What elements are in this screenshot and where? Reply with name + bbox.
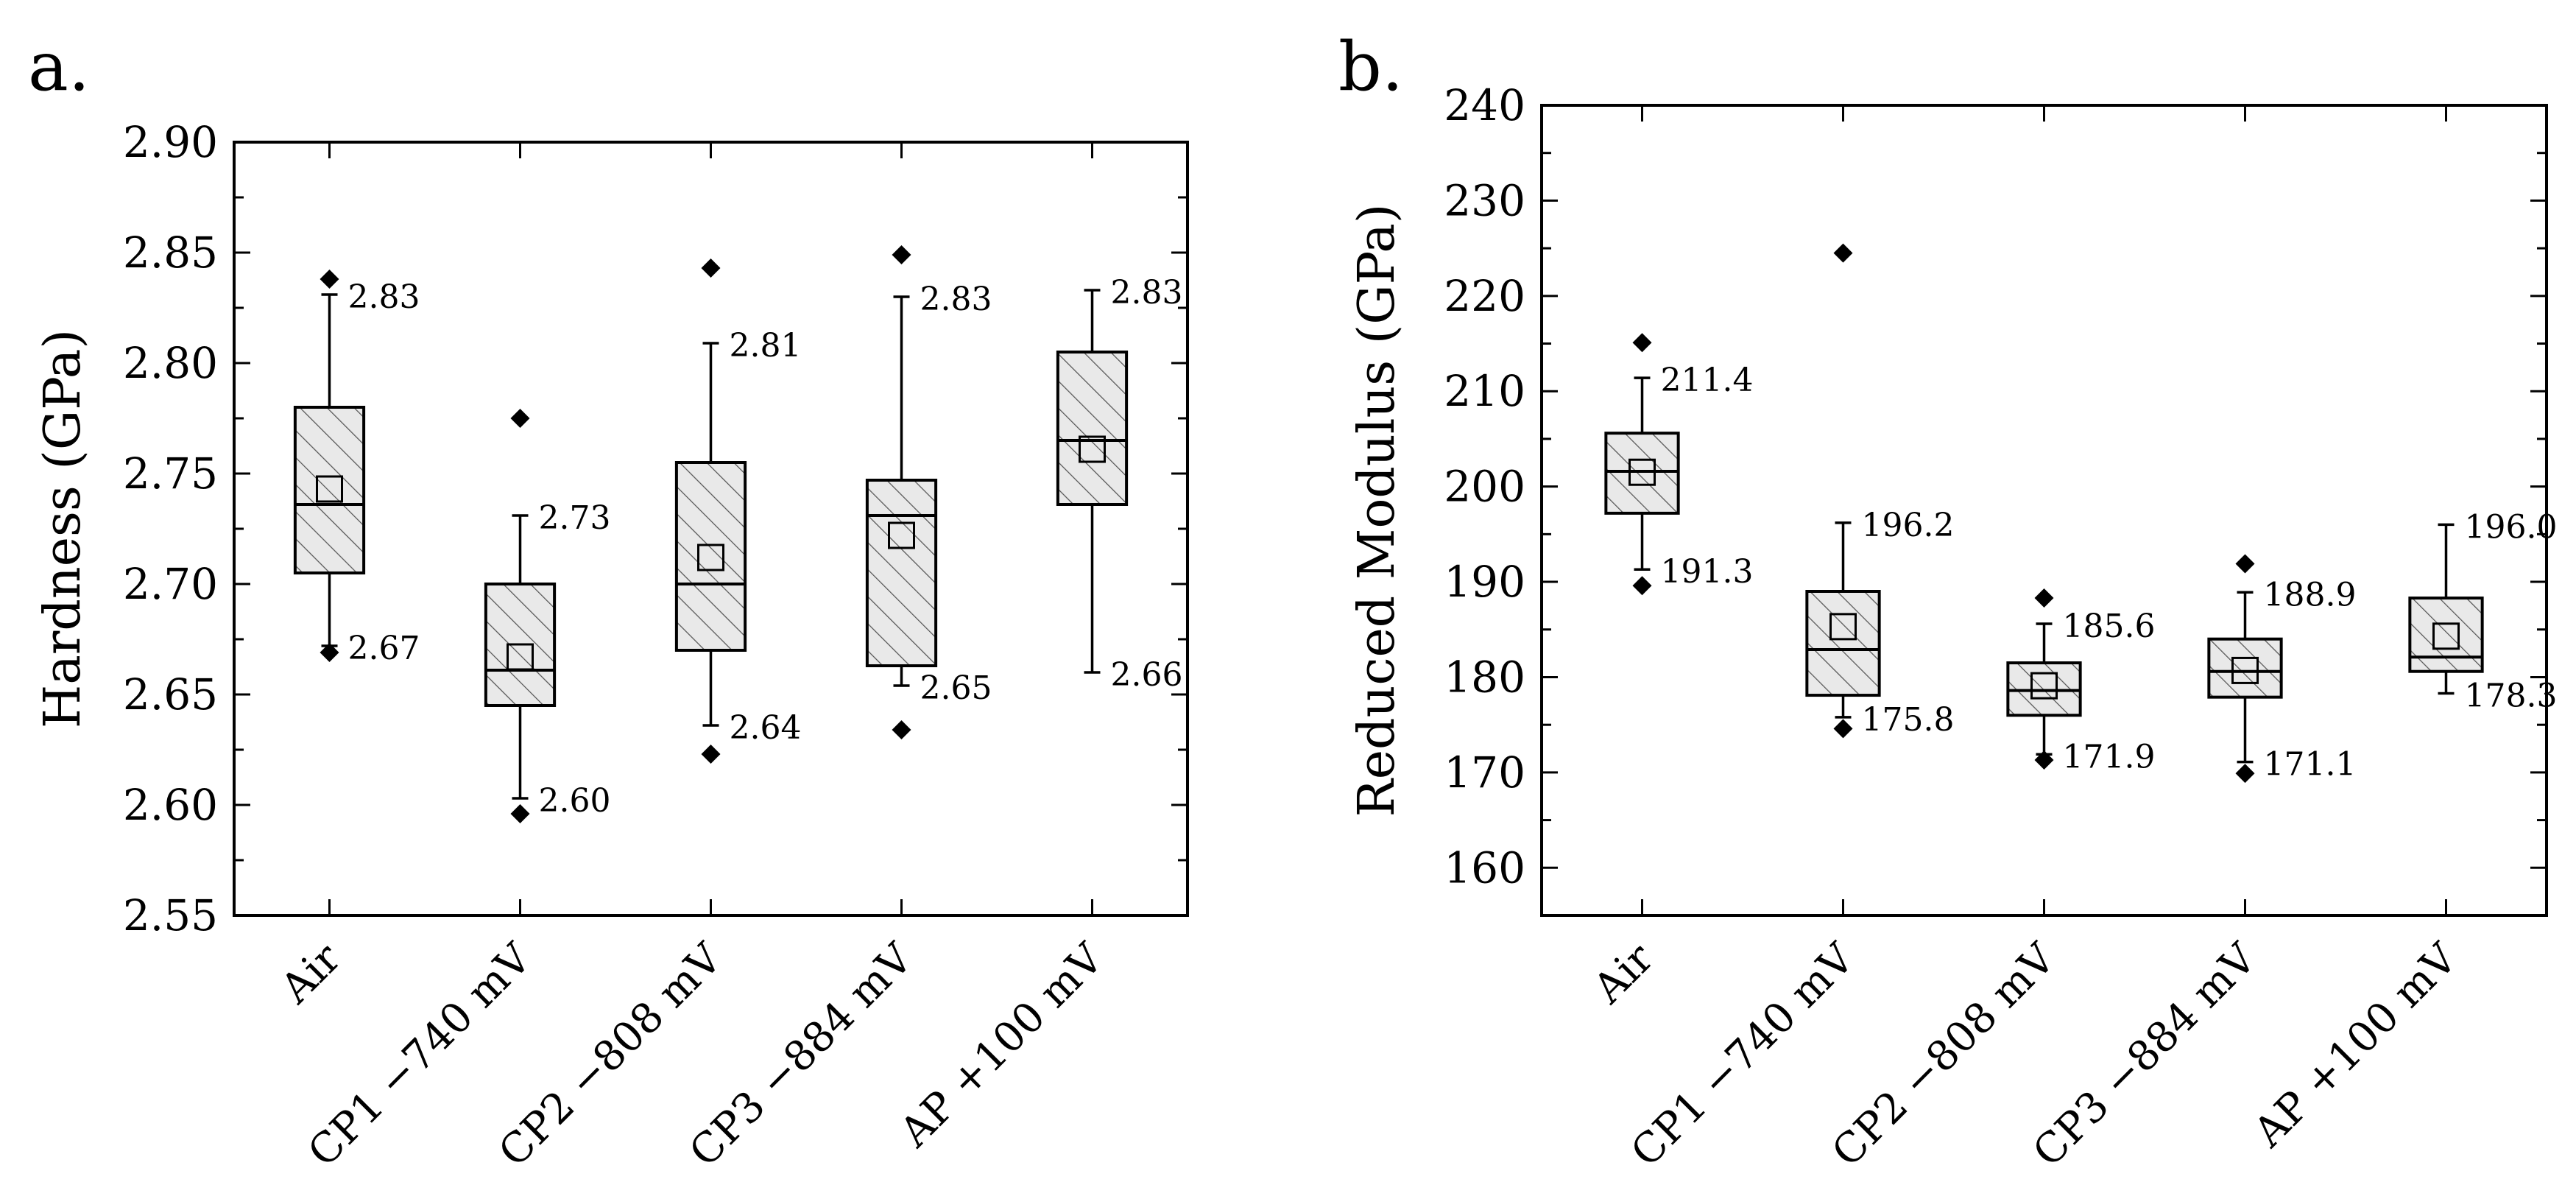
- mean-marker: [697, 544, 724, 571]
- outlier-point: [1833, 719, 1853, 739]
- whisker-high-label: 185.6: [2063, 608, 2156, 645]
- whisker-high-label: 211.4: [1661, 362, 1754, 399]
- box-group: 2.81 2.64: [674, 258, 802, 764]
- x-category-label: Air: [272, 935, 350, 1013]
- outlier-point: [1632, 576, 1652, 596]
- outlier-point: [2034, 750, 2054, 770]
- iqr-box: [293, 406, 366, 574]
- y-tick-label: 220: [1444, 271, 1525, 321]
- mean-marker: [507, 643, 534, 671]
- mean-marker: [1079, 435, 1106, 463]
- whisker-low-label: 171.1: [2264, 746, 2357, 784]
- mean-marker: [1628, 458, 1656, 486]
- mean-marker: [1829, 613, 1857, 641]
- outlier-point: [1632, 333, 1652, 353]
- box-group: 2.83 2.66: [1056, 274, 1183, 694]
- whisker-high-label: 2.83: [348, 278, 420, 316]
- outlier-point: [892, 245, 911, 264]
- outlier-point: [2235, 554, 2255, 574]
- whisker-low-label: 191.3: [1661, 553, 1754, 591]
- y-tick-label: 230: [1444, 175, 1525, 225]
- y-tick-label: 2.90: [123, 117, 218, 167]
- outlier-point: [510, 804, 530, 823]
- iqr-box: [674, 461, 747, 652]
- x-category-label: AP +100 mV: [2244, 934, 2467, 1157]
- outlier-point: [892, 720, 911, 739]
- whisker-low-label: 175.8: [1862, 701, 1955, 739]
- whisker-low-label: 178.3: [2465, 677, 2558, 714]
- y-tick-label: 160: [1444, 843, 1525, 893]
- whisker-high-label: 196.0: [2465, 508, 2558, 546]
- whisker-high-label: 2.83: [1111, 274, 1183, 312]
- whisker-low-label: 171.9: [2063, 738, 2156, 775]
- box-group: 185.6 171.9: [2006, 588, 2156, 775]
- whisker-high-label: 2.73: [539, 499, 611, 537]
- y-axis-title: Hardness (GPa): [34, 329, 92, 728]
- whisker-high-label: 196.2: [1862, 507, 1955, 544]
- whisker-low-label: 2.67: [348, 630, 420, 667]
- y-tick-label: 190: [1444, 557, 1525, 607]
- mean-marker: [2231, 656, 2259, 684]
- box-group: 188.9 171.1: [2207, 554, 2357, 784]
- y-tick-label: 170: [1444, 748, 1525, 798]
- outlier-point: [2034, 588, 2054, 608]
- outlier-point: [320, 643, 339, 662]
- whisker-high-label: 2.83: [920, 281, 992, 318]
- whisker-high-label: 2.81: [730, 327, 802, 365]
- y-tick-label: 240: [1444, 80, 1525, 130]
- outlier-point: [510, 409, 530, 428]
- mean-marker: [888, 521, 915, 549]
- y-tick-label: 2.60: [123, 780, 218, 830]
- panel-label: a.: [28, 27, 90, 106]
- x-category-label: AP +100 mV: [890, 934, 1113, 1157]
- y-tick-label: 2.75: [123, 448, 218, 499]
- panel-label: b.: [1338, 27, 1403, 106]
- whisker-low-label: 2.60: [539, 782, 611, 820]
- box-group: 196.2 175.8: [1805, 243, 1955, 739]
- outlier-point: [320, 270, 339, 289]
- y-tick-label: 210: [1444, 366, 1525, 416]
- x-category-label: Air: [1584, 935, 1663, 1013]
- whisker-low-label: 2.66: [1111, 656, 1183, 694]
- box-group: 211.4 191.3: [1604, 333, 1754, 596]
- box-group: 196.0 178.3: [2408, 508, 2558, 714]
- y-tick-label: 2.55: [123, 890, 218, 940]
- modulus-panel: b. 160 170 180 190 200 210 220 230 240 Reduced Mod…: [1338, 27, 2557, 1176]
- outlier-point: [701, 258, 721, 278]
- whisker-high-label: 188.9: [2264, 576, 2357, 613]
- iqr-box: [1805, 590, 1881, 697]
- iqr-box: [865, 479, 938, 667]
- box-group: 2.73 2.60: [484, 409, 611, 823]
- whisker-low-label: 2.64: [730, 709, 802, 747]
- mean-marker: [2030, 672, 2058, 700]
- box-group: 2.83 2.67: [293, 270, 420, 667]
- y-axis-title: Reduced Modulus (GPa): [1348, 204, 1406, 817]
- y-tick-label: 2.85: [123, 228, 218, 278]
- outlier-point: [1833, 243, 1853, 263]
- y-tick-label: 200: [1444, 462, 1525, 512]
- mean-marker: [2432, 622, 2460, 650]
- iqr-box: [1604, 432, 1680, 515]
- whisker-low-label: 2.65: [920, 669, 992, 707]
- outlier-point: [2235, 764, 2255, 784]
- y-tick-label: 2.70: [123, 559, 218, 609]
- y-tick-label: 2.80: [123, 338, 218, 388]
- mean-marker: [316, 475, 343, 503]
- y-tick-label: 180: [1444, 652, 1525, 702]
- iqr-box: [2408, 597, 2484, 673]
- box-group: 2.83 2.65: [865, 245, 992, 739]
- iqr-box: [2207, 637, 2283, 699]
- plot-frame: [1540, 104, 2548, 917]
- outlier-point: [701, 745, 721, 764]
- y-tick-label: 2.65: [123, 669, 218, 720]
- iqr-box: [1056, 351, 1129, 506]
- hardness-panel: a. 2.55 2.60 2.65 2.70 2.75 2.80 2.85 2.90 Hardne…: [28, 27, 1189, 1176]
